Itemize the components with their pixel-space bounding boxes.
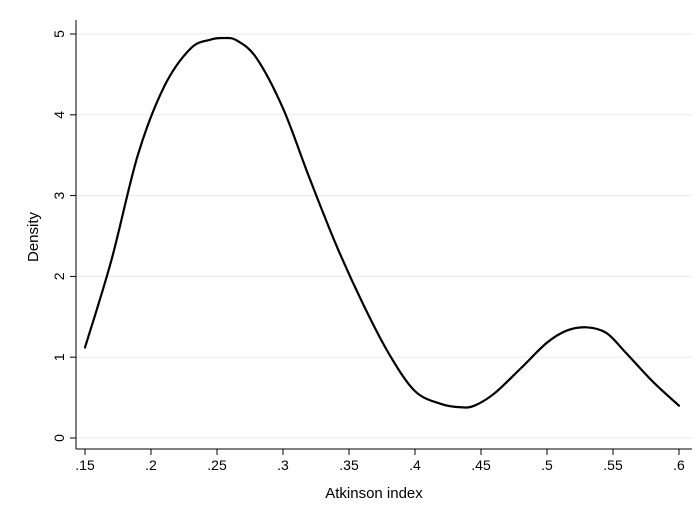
x-tick-label: .55 — [603, 457, 623, 473]
y-tick-label: 1 — [51, 353, 67, 361]
y-axis-ticks: 0 1 2 3 4 5 — [51, 30, 76, 442]
x-tick-label: .4 — [409, 457, 421, 473]
y-tick-label: 0 — [51, 434, 67, 442]
x-tick-label: .35 — [339, 457, 359, 473]
series-layer — [83, 36, 681, 409]
x-tick-label: .6 — [673, 457, 685, 473]
x-tick-label: .25 — [207, 457, 227, 473]
x-axis-ticks: .15 .2 .25 .3 .35 .4 .45 .5 .55 .6 — [75, 449, 685, 473]
x-tick-label: .45 — [471, 457, 491, 473]
x-tick-label: .5 — [541, 457, 553, 473]
x-tick-label: .3 — [277, 457, 289, 473]
y-tick-label: 2 — [51, 272, 67, 280]
y-tick-label: 4 — [51, 111, 67, 119]
y-axis-title: Density — [25, 211, 42, 262]
x-axis-title: Atkinson index — [325, 485, 423, 502]
gridlines — [76, 33, 692, 439]
density-curve — [83, 36, 681, 409]
y-tick-label: 3 — [51, 191, 67, 199]
axes — [75, 20, 692, 450]
x-tick-label: .15 — [75, 457, 95, 473]
y-tick-label: 5 — [51, 30, 67, 38]
x-tick-label: .2 — [145, 457, 157, 473]
